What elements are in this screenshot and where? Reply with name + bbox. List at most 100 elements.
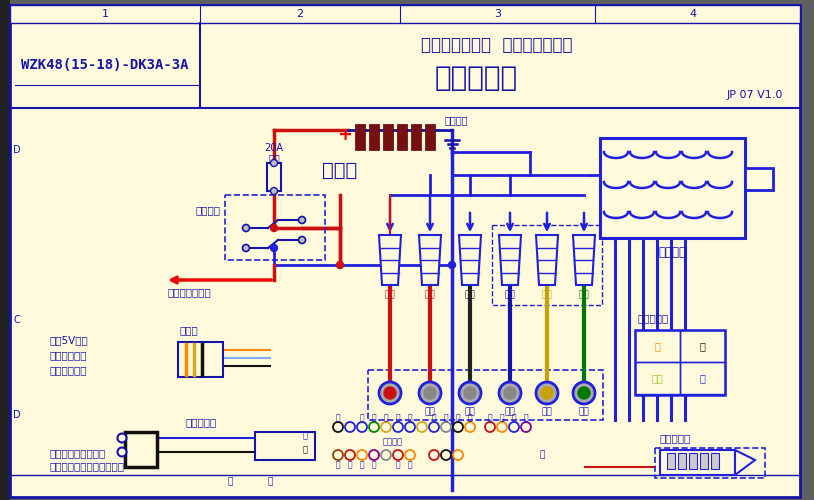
Text: 黑－信号地线: 黑－信号地线: [50, 365, 87, 375]
Bar: [355, 124, 365, 150]
Text: 粗黄: 粗黄: [541, 290, 553, 300]
Text: 粗绿: 粗绿: [579, 408, 589, 416]
Text: 蓝: 蓝: [360, 414, 365, 422]
Circle shape: [369, 422, 379, 432]
Text: 棕: 棕: [540, 450, 545, 460]
Circle shape: [464, 387, 476, 399]
Text: 1: 1: [102, 9, 108, 19]
Text: 白: 白: [444, 414, 449, 422]
Bar: [267, 163, 281, 191]
Text: D: D: [13, 145, 20, 155]
Circle shape: [369, 450, 379, 460]
Text: 三档电子变速型  无刷电机控制器: 三档电子变速型 无刷电机控制器: [422, 36, 573, 54]
Text: 蓝: 蓝: [431, 414, 436, 422]
Text: +: +: [338, 126, 352, 144]
Circle shape: [499, 382, 521, 404]
Text: WZK48(15-18)-DK3A-3A: WZK48(15-18)-DK3A-3A: [21, 58, 189, 72]
Bar: [411, 124, 421, 150]
Text: 棕: 棕: [335, 460, 340, 469]
Text: 粗黑: 粗黑: [465, 290, 475, 300]
Circle shape: [270, 160, 278, 166]
Circle shape: [379, 382, 401, 404]
Circle shape: [424, 387, 436, 399]
Circle shape: [117, 448, 126, 456]
Circle shape: [299, 236, 305, 244]
Circle shape: [393, 422, 403, 432]
Text: 接转把上的按键开关: 接转把上的按键开关: [50, 448, 107, 458]
Bar: [711, 453, 719, 469]
Polygon shape: [735, 450, 755, 475]
Text: 粗黄: 粗黄: [541, 408, 553, 416]
Text: 速度仪表线: 速度仪表线: [660, 433, 691, 443]
Bar: [10, 5, 800, 23]
Circle shape: [441, 450, 451, 460]
Circle shape: [449, 262, 456, 268]
Circle shape: [299, 216, 305, 224]
Text: 粗红: 粗红: [425, 290, 435, 300]
Circle shape: [441, 422, 451, 432]
Bar: [255, 432, 315, 460]
Text: 蓝: 蓝: [396, 414, 400, 422]
Circle shape: [243, 244, 250, 252]
Circle shape: [345, 422, 355, 432]
Circle shape: [578, 387, 590, 399]
Text: 蓝: 蓝: [512, 414, 516, 422]
Circle shape: [345, 450, 355, 460]
Circle shape: [243, 224, 250, 232]
Bar: [600, 138, 745, 238]
Text: 橙: 橙: [468, 414, 472, 422]
Text: 橙: 橙: [360, 460, 365, 469]
Text: 每按键一次速度档切换一次: 每按键一次速度档切换一次: [50, 461, 125, 471]
Text: 橙: 橙: [654, 341, 660, 351]
Text: 20A: 20A: [265, 143, 283, 153]
Circle shape: [453, 450, 463, 460]
Text: 黑: 黑: [335, 414, 340, 422]
Bar: [178, 342, 223, 377]
Bar: [425, 124, 435, 150]
Circle shape: [357, 422, 367, 432]
Circle shape: [509, 422, 519, 432]
Text: 蓝白花线: 蓝白花线: [383, 438, 403, 446]
Text: 粗红: 粗红: [425, 408, 435, 416]
Circle shape: [504, 387, 516, 399]
Circle shape: [485, 422, 495, 432]
Text: 橙: 橙: [408, 460, 413, 469]
Bar: [492, 225, 602, 305]
Circle shape: [270, 224, 278, 232]
Circle shape: [117, 434, 126, 442]
Polygon shape: [536, 235, 558, 285]
Polygon shape: [379, 235, 401, 285]
Circle shape: [429, 450, 439, 460]
Polygon shape: [419, 235, 441, 285]
Text: 助力线: 助力线: [180, 325, 199, 335]
Text: 绿: 绿: [372, 414, 376, 422]
Text: JP 07 V1.0: JP 07 V1.0: [727, 90, 783, 100]
Text: 蓝: 蓝: [699, 373, 705, 383]
Text: 红: 红: [348, 460, 352, 469]
Bar: [635, 330, 725, 395]
Circle shape: [497, 422, 507, 432]
Circle shape: [541, 387, 553, 399]
Bar: [655, 448, 765, 478]
Text: 接线示意图: 接线示意图: [435, 64, 518, 92]
Bar: [680, 362, 725, 394]
Text: 电池组: 电池组: [322, 160, 357, 180]
Bar: [0, 0, 10, 500]
Text: D: D: [13, 410, 20, 420]
Text: 电锁开关: 电锁开关: [195, 205, 220, 215]
Text: 保险: 保险: [268, 153, 280, 163]
Bar: [689, 453, 697, 469]
Circle shape: [417, 422, 427, 432]
Bar: [660, 450, 735, 475]
Text: 紫: 紫: [372, 460, 376, 469]
Circle shape: [419, 382, 441, 404]
Text: 黄: 黄: [383, 414, 388, 422]
Bar: [368, 370, 603, 420]
Bar: [667, 453, 675, 469]
Circle shape: [270, 244, 278, 252]
Text: 橙－5V电源: 橙－5V电源: [50, 335, 89, 345]
Text: 灰: 灰: [267, 478, 273, 486]
Text: 粗绿: 粗绿: [579, 290, 589, 300]
Circle shape: [405, 450, 415, 460]
Text: 选择键接头: 选择键接头: [185, 417, 217, 427]
